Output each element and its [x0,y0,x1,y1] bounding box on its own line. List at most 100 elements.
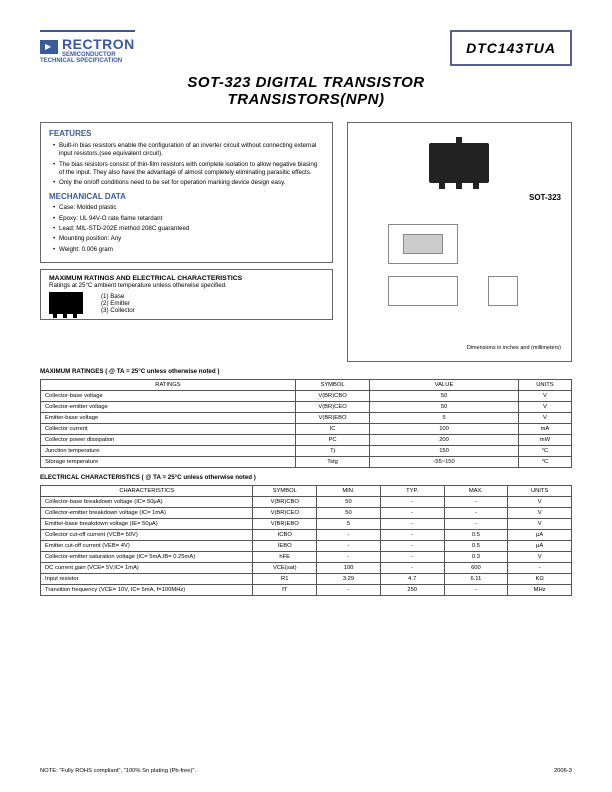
col-head: MIN. [317,486,381,497]
col-head: MAX. [444,486,508,497]
cell: Collector-emitter saturation voltage (IC… [41,552,253,563]
cell: 3.29 [317,574,381,585]
cell: Junction temperature [41,446,296,457]
mech-item: Mounting position: Any [53,235,324,243]
cell: mW [518,435,571,446]
cell: 50 [317,508,381,519]
title-line1: SOT-323 DIGITAL TRANSISTOR [187,74,424,91]
cell: V [508,519,572,530]
ratings-heading: MAXIMUM RATINGS AND ELECTRICAL CHARACTER… [49,275,324,282]
cell: - [317,541,381,552]
cell: - [444,497,508,508]
cell: 50 [317,497,381,508]
max-ratings-table: RATINGS SYMBOL VALUE UNITS Collector-bas… [40,379,572,468]
table-row: Input resistorR13.294.76.11KΩ [41,574,572,585]
cell: - [380,508,444,519]
cell: R1 [253,574,317,585]
cell: Tj [295,446,369,457]
cell: °C [518,457,571,468]
cell: Collector-base breakdown voltage (IC= 50… [41,497,253,508]
table-row: Collector-base voltageV(BR)CBO50V [41,391,572,402]
mech-item: Case: Molded plastic [53,204,324,212]
feature-item: Only the on/off conditions need to be se… [53,179,324,187]
cell: Collector-emitter voltage [41,402,296,413]
cell: V [508,497,572,508]
cell: 0.5 [444,530,508,541]
cell: °C [518,446,571,457]
cell: 600 [444,563,508,574]
brand-name: RECTRON [62,36,135,52]
cell: V(BR)CEO [253,508,317,519]
elec-title: ELECTRICAL CHARACTERISTICS ( @ TA = 25°C… [40,474,572,481]
cell: fT [253,585,317,596]
cell: - [444,508,508,519]
cell: Transition frequency (VCE= 10V, IC= 5mA,… [41,585,253,596]
feature-item: Built-in bias resistors enable the confi… [53,142,324,159]
feature-item: The bias resistors consist of thin-film … [53,161,324,178]
cell: mA [518,424,571,435]
cell: V [518,402,571,413]
logo-block: RECTRON SEMICONDUCTOR TECHNICAL SPECIFIC… [40,30,135,64]
cell: 50 [370,391,519,402]
cell: hFE [253,552,317,563]
cell: DC current gain (VCE= 5V,IC= 1mA) [41,563,253,574]
cell: V(BR)EBO [253,519,317,530]
table-row: DC current gain (VCE= 5V,IC= 1mA)VCE(sat… [41,563,572,574]
footer-rev: 2006-3 [554,768,572,774]
cell: Emitter cut-off current (VEB= 4V) [41,541,253,552]
cell: ICBO [253,530,317,541]
chip-icon [49,292,83,314]
cell: 250 [380,585,444,596]
cell: IEBO [253,541,317,552]
cell: V(BR)CBO [295,391,369,402]
cell: Collector cut-off current (VCB= 50V) [41,530,253,541]
cell: IC [295,424,369,435]
cell: Collector-emitter breakdown voltage (IC=… [41,508,253,519]
ratings-box: MAXIMUM RATINGS AND ELECTRICAL CHARACTER… [40,269,333,320]
cell: - [317,552,381,563]
table-row: Collector-emitter breakdown voltage (IC=… [41,508,572,519]
cell: Emitter-base voltage [41,413,296,424]
col-head: TYP. [380,486,444,497]
mech-item: Epoxy: UL 94V-O rate flame retardant [53,215,324,223]
cell: 50 [370,402,519,413]
col-head: CHARACTERISTICS [41,486,253,497]
cell: V [518,413,571,424]
cell: -55~150 [370,457,519,468]
col-head: VALUE [370,380,519,391]
elec-table: CHARACTERISTICS SYMBOL MIN. TYP. MAX. UN… [40,485,572,596]
cell: Collector-base voltage [41,391,296,402]
cell: 0.5 [444,541,508,552]
cell: - [317,585,381,596]
page-title: SOT-323 DIGITAL TRANSISTOR TRANSISTORS(N… [40,74,572,108]
table-row: Collector power dissipationPC200mW [41,435,572,446]
cell: 150 [370,446,519,457]
package-icon [429,143,489,183]
cell: 5 [317,519,381,530]
table-row: Transition frequency (VCE= 10V, IC= 5mA,… [41,585,572,596]
cell: μA [508,530,572,541]
table-row: Emitter-base voltageV(BR)EBO5V [41,413,572,424]
cell: - [380,497,444,508]
table-row: Emitter-base breakdown voltage (IE= 50μA… [41,519,572,530]
cell: V(BR)CBO [253,497,317,508]
dimension-diagram [358,214,561,334]
cell: Storage temperature [41,457,296,468]
cell: - [317,530,381,541]
cell: - [380,530,444,541]
cell: 5 [370,413,519,424]
cell: Emitter-base breakdown voltage (IE= 50μA… [41,519,253,530]
cell: PC [295,435,369,446]
package-label: SOT-323 [358,193,561,202]
cell: Input resistor [41,574,253,585]
cell: V(BR)CEO [295,402,369,413]
cell: 100 [317,563,381,574]
cell: V [508,508,572,519]
features-box: FEATURES Built-in bias resistors enable … [40,122,333,263]
table-row: Collector-emitter saturation voltage (IC… [41,552,572,563]
mech-item: Lead: MIL-STD-202E method 208C guarantee… [53,225,324,233]
col-head: SYMBOL [253,486,317,497]
max-ratings-title: MAXIMUM RATINGES ( @ TA = 25°C unless ot… [40,368,572,375]
mech-heading: MECHANICAL DATA [49,192,324,203]
cell: V [508,552,572,563]
